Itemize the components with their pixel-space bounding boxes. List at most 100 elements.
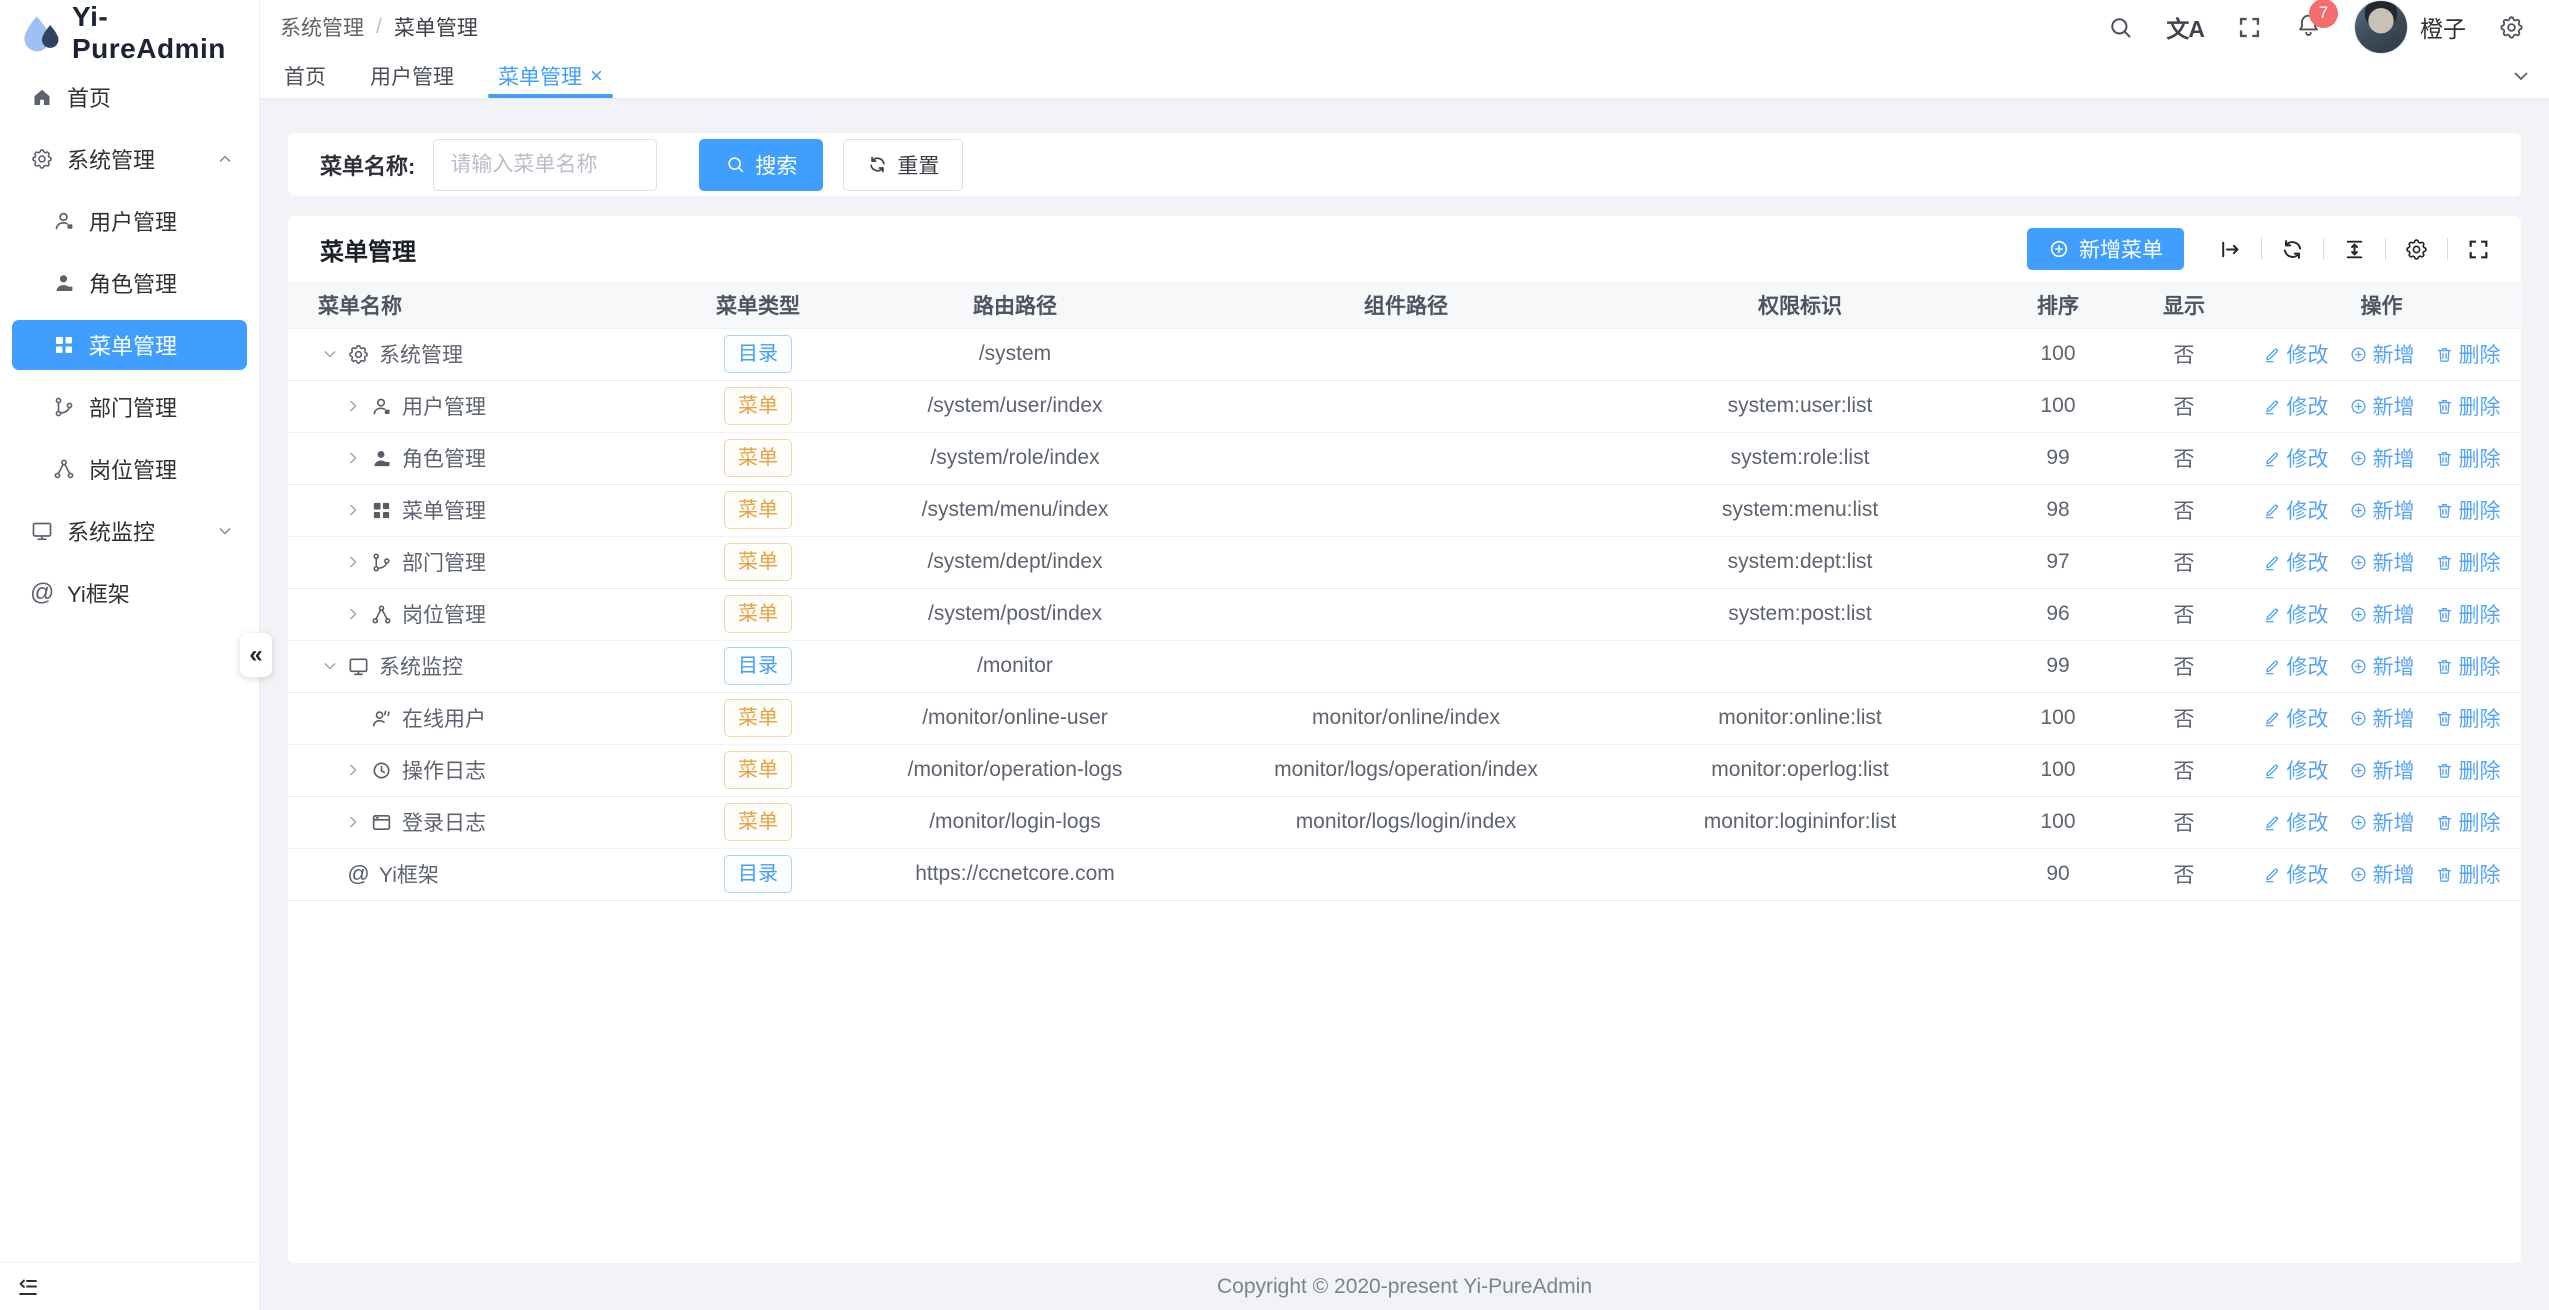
edit-action[interactable]: 修改 (2263, 339, 2329, 369)
edit-action[interactable]: 修改 (2263, 651, 2329, 681)
row-expand-chevron-right-icon[interactable] (343, 448, 363, 468)
tab-label: 用户管理 (370, 66, 454, 89)
row-expand-chevron-right-icon[interactable] (343, 760, 363, 780)
action-label: 删除 (2458, 604, 2501, 627)
translate-icon[interactable]: 文A (2166, 16, 2205, 42)
edit-action[interactable]: 修改 (2263, 703, 2329, 733)
edit-action[interactable]: 修改 (2263, 599, 2329, 629)
add-action[interactable]: 新增 (2349, 443, 2415, 473)
tab-close-icon[interactable]: × (590, 63, 603, 88)
visible-cell: 否 (2126, 328, 2242, 381)
add-action[interactable]: 新增 (2349, 807, 2415, 837)
delete-action[interactable]: 删除 (2435, 339, 2501, 369)
history-icon (370, 759, 393, 782)
row-expand-chevron-right-icon[interactable] (343, 812, 363, 832)
tab-bar: 首页 用户管理 菜单管理 × (260, 54, 2549, 99)
search-icon[interactable] (2107, 14, 2134, 41)
edit-action[interactable]: 修改 (2263, 859, 2329, 889)
tabs-dropdown-chevron-icon[interactable] (2509, 64, 2533, 88)
table-fullscreen-icon[interactable] (2466, 237, 2491, 262)
delete-action[interactable]: 删除 (2435, 391, 2501, 421)
menu-type-tag: 菜单 (724, 803, 792, 841)
edit-action[interactable]: 修改 (2263, 495, 2329, 525)
menu-type-cell: 菜单 (688, 588, 828, 641)
column-settings-gear-icon[interactable] (2404, 237, 2429, 262)
row-expand-chevron-right-icon[interactable] (343, 552, 363, 572)
settings-gear-icon[interactable] (2498, 14, 2525, 41)
share-icon (370, 603, 393, 626)
sidebar-item-menu-management[interactable]: 菜单管理 (12, 320, 247, 370)
add-action[interactable]: 新增 (2349, 339, 2415, 369)
component-path-cell (1202, 588, 1610, 641)
menu-type-tag: 菜单 (724, 387, 792, 425)
edit-action[interactable]: 修改 (2263, 443, 2329, 473)
action-label: 删除 (2458, 396, 2501, 419)
delete-action[interactable]: 删除 (2435, 859, 2501, 889)
visible-cell: 否 (2126, 588, 2242, 641)
tab-home[interactable]: 首页 (280, 54, 330, 98)
permission-cell: system:role:list (1610, 432, 1990, 485)
add-action[interactable]: 新增 (2349, 859, 2415, 889)
reset-button[interactable]: 重置 (843, 138, 964, 191)
row-expand-chevron-down-icon[interactable] (320, 656, 340, 676)
delete-action[interactable]: 删除 (2435, 807, 2501, 837)
sidebar-collapse-handle[interactable]: « (240, 633, 272, 677)
user-menu[interactable]: 橙子 (2354, 0, 2466, 54)
action-label: 修改 (2286, 864, 2329, 887)
density-icon[interactable] (2342, 237, 2367, 262)
sidebar-item-role-management[interactable]: 角色管理 (12, 258, 247, 308)
row-expand-chevron-down-icon[interactable] (320, 344, 340, 364)
table-body: 系统管理 目录/system 100 否修改 新增 删除 用户管理 菜单/system/use… (288, 328, 2521, 901)
refresh-icon[interactable] (2280, 237, 2305, 262)
row-expand-chevron-right-icon[interactable] (343, 396, 363, 416)
visible-cell: 否 (2126, 536, 2242, 589)
column-header-route-path: 路由路径 (828, 282, 1202, 329)
delete-action[interactable]: 删除 (2435, 547, 2501, 577)
notification-bell[interactable]: 7 (2295, 0, 2338, 44)
expand-all-icon[interactable] (2218, 237, 2243, 262)
delete-icon (2435, 605, 2454, 624)
delete-action[interactable]: 删除 (2435, 651, 2501, 681)
tab-user-management[interactable]: 用户管理 (366, 54, 458, 98)
tab-menu-management[interactable]: 菜单管理 × (488, 54, 613, 98)
menu-name-input[interactable] (433, 138, 658, 191)
sidebar-item-system-management[interactable]: 系统管理 (12, 134, 247, 184)
add-action[interactable]: 新增 (2349, 651, 2415, 681)
sidebar-item-yi-framework[interactable]: @ Yi框架 (12, 568, 247, 618)
delete-action[interactable]: 删除 (2435, 599, 2501, 629)
add-menu-button[interactable]: 新增菜单 (2027, 228, 2184, 270)
component-path-cell: monitor/logs/operation/index (1202, 744, 1610, 797)
menu-table: 菜单名称 菜单类型 路由路径 组件路径 权限标识 排序 显示 操作 系统管理 目录… (288, 282, 2521, 901)
search-button[interactable]: 搜索 (699, 138, 824, 191)
add-action[interactable]: 新增 (2349, 495, 2415, 525)
add-action[interactable]: 新增 (2349, 703, 2415, 733)
sidebar-item-dept-management[interactable]: 部门管理 (12, 382, 247, 432)
add-action[interactable]: 新增 (2349, 599, 2415, 629)
edit-action[interactable]: 修改 (2263, 391, 2329, 421)
header-actions: 文A 7 橙子 (2107, 0, 2525, 54)
delete-action[interactable]: 删除 (2435, 443, 2501, 473)
add-action[interactable]: 新增 (2349, 547, 2415, 577)
action-label: 新增 (2372, 552, 2415, 575)
row-expand-chevron-right-icon[interactable] (343, 604, 363, 624)
sidebar-item-post-management[interactable]: 岗位管理 (12, 444, 247, 494)
component-path-cell (1202, 380, 1610, 433)
delete-action[interactable]: 删除 (2435, 703, 2501, 733)
app-logo[interactable]: Yi-PureAdmin (0, 0, 259, 66)
breadcrumb-system-management[interactable]: 系统管理 (280, 17, 364, 40)
sidebar-item-user-management[interactable]: 用户管理 (12, 196, 247, 246)
action-label: 新增 (2372, 656, 2415, 679)
row-expand-chevron-right-icon[interactable] (343, 500, 363, 520)
menu-fold-icon[interactable] (16, 1275, 40, 1299)
edit-action[interactable]: 修改 (2263, 807, 2329, 837)
add-action[interactable]: 新增 (2349, 755, 2415, 785)
sidebar-item-home[interactable]: 首页 (12, 72, 247, 122)
edit-action[interactable]: 修改 (2263, 547, 2329, 577)
delete-action[interactable]: 删除 (2435, 755, 2501, 785)
edit-action[interactable]: 修改 (2263, 755, 2329, 785)
sidebar-item-label: 岗位管理 (89, 458, 178, 483)
delete-action[interactable]: 删除 (2435, 495, 2501, 525)
add-action[interactable]: 新增 (2349, 391, 2415, 421)
fullscreen-icon[interactable] (2236, 14, 2263, 41)
sidebar-item-system-monitor[interactable]: 系统监控 (12, 506, 247, 556)
